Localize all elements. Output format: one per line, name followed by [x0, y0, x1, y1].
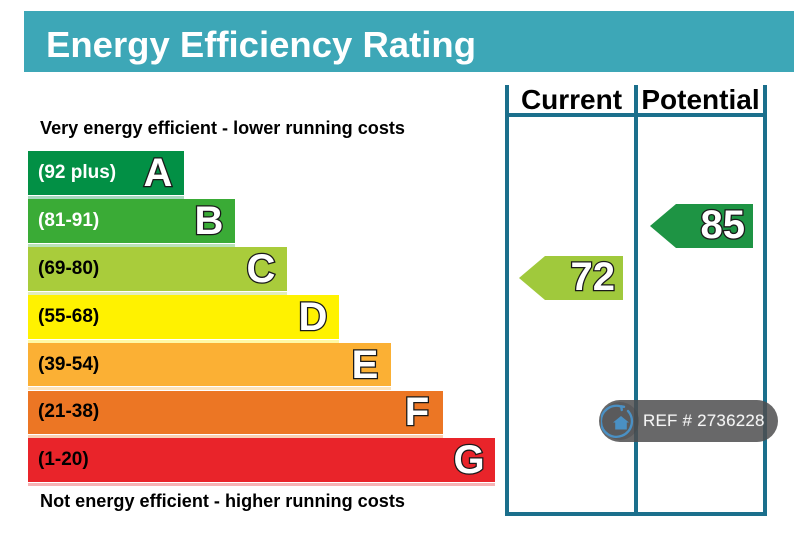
- svg-text:C: C: [247, 247, 276, 291]
- svg-text:G: G: [453, 438, 484, 482]
- svg-text:E: E: [352, 343, 379, 387]
- svg-text:B: B: [195, 199, 224, 243]
- svg-text:A: A: [144, 151, 173, 195]
- svg-text:F: F: [405, 390, 429, 434]
- svg-text:72: 72: [571, 255, 616, 299]
- svg-text:D: D: [299, 295, 328, 339]
- svg-text:85: 85: [701, 203, 746, 247]
